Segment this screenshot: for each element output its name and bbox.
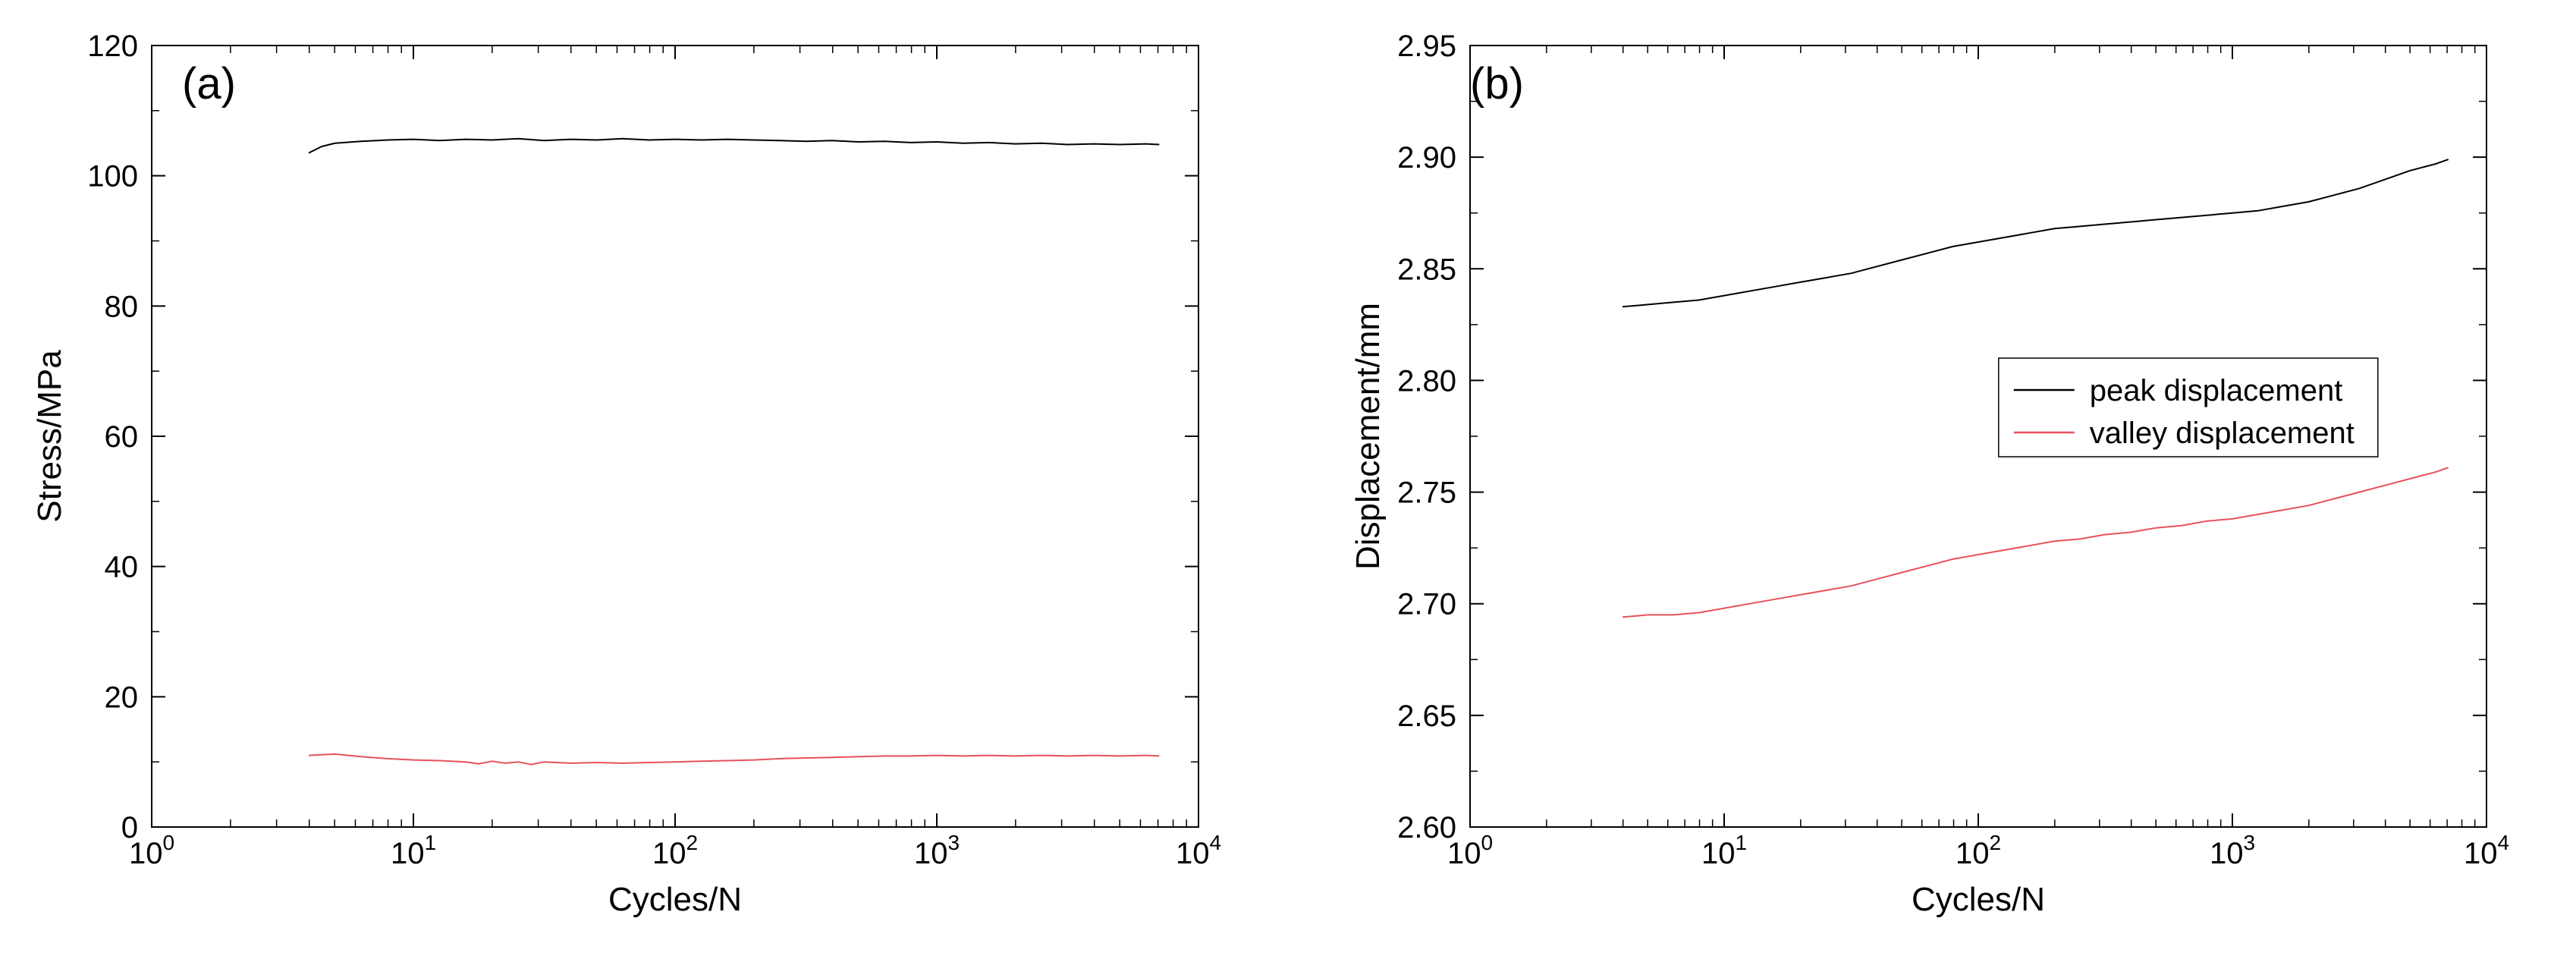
y-tick-label: 2.70 [1397, 588, 1456, 621]
panel-a: 100101102103104Cycles/N020406080100120St… [0, 0, 1288, 956]
x-tick-label: 104 [1176, 831, 1221, 870]
y-tick-label: 2.80 [1397, 364, 1456, 398]
x-tick-label: 102 [652, 831, 698, 870]
chart-b: 100101102103104Cycles/N2.602.652.702.752… [1288, 0, 2576, 956]
y-axis-label: Stress/MPa [31, 350, 68, 523]
x-tick-label: 103 [914, 831, 960, 870]
y-tick-label: 2.65 [1397, 700, 1456, 733]
series-valley_displacement [1623, 467, 2449, 617]
y-tick-label: 120 [87, 30, 138, 63]
y-tick-label: 60 [105, 420, 139, 454]
chart-a: 100101102103104Cycles/N020406080100120St… [0, 0, 1288, 956]
panel-label: (b) [1470, 59, 1524, 108]
figure-container: 100101102103104Cycles/N020406080100120St… [0, 0, 2576, 956]
y-tick-label: 2.95 [1397, 30, 1456, 63]
x-axis-label: Cycles/N [608, 881, 742, 918]
x-tick-label: 101 [391, 831, 436, 870]
x-tick-label: 101 [1701, 831, 1747, 870]
y-tick-label: 2.75 [1397, 476, 1456, 510]
y-tick-label: 40 [105, 551, 139, 584]
x-tick-label: 102 [1956, 831, 2001, 870]
panel-b: 100101102103104Cycles/N2.602.652.702.752… [1288, 0, 2576, 956]
legend-label: peak displacement [2090, 374, 2343, 407]
legend-label: valley displacement [2090, 417, 2355, 450]
y-tick-label: 0 [121, 811, 138, 844]
y-tick-label: 2.85 [1397, 253, 1456, 286]
y-tick-label: 20 [105, 681, 139, 714]
y-tick-label: 2.90 [1397, 141, 1456, 175]
panel-label: (a) [182, 59, 236, 108]
series-peak_stress [309, 139, 1159, 153]
series-peak_displacement [1623, 159, 2449, 307]
y-tick-label: 2.60 [1397, 811, 1456, 844]
x-axis-label: Cycles/N [1912, 881, 2045, 918]
x-tick-label: 104 [2464, 831, 2509, 870]
y-tick-label: 80 [105, 290, 139, 323]
series-valley_stress [309, 754, 1159, 765]
y-axis-label: Displacement/mm [1349, 303, 1387, 570]
y-tick-label: 100 [87, 160, 138, 193]
x-tick-label: 103 [2210, 831, 2255, 870]
